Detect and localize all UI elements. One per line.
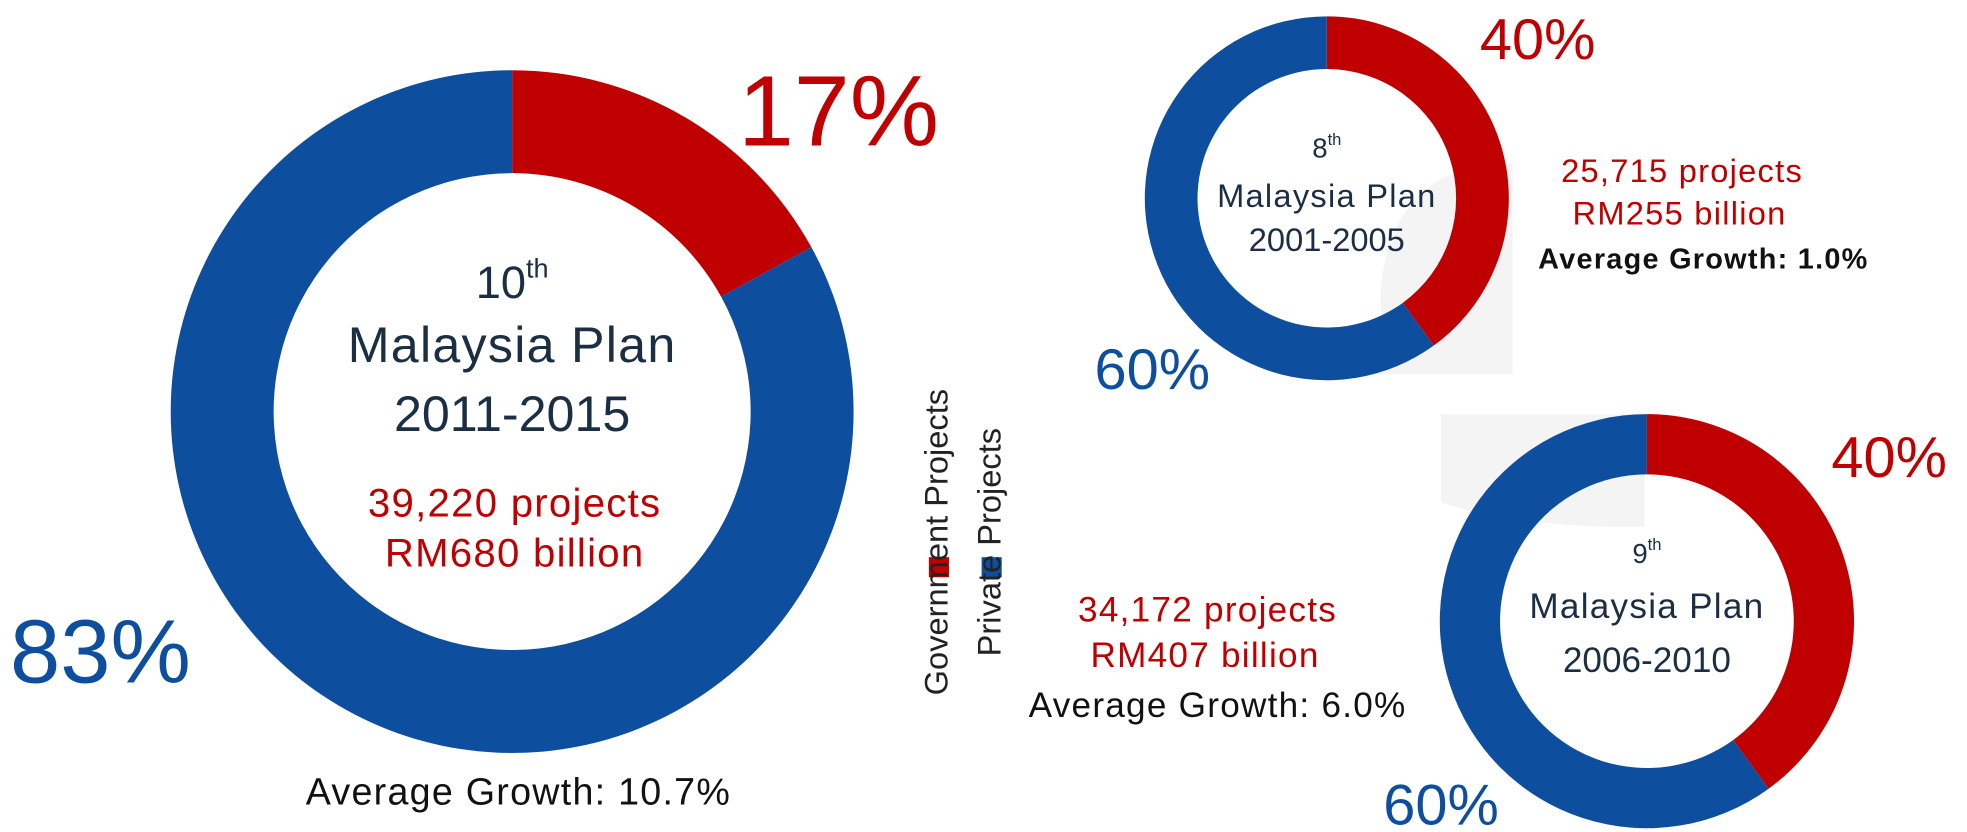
donut-segment bbox=[1646, 414, 1855, 789]
percent-label: 40% bbox=[1480, 8, 1596, 72]
legend-label: Government Projects bbox=[918, 389, 955, 695]
plan-period: 2006-2010 bbox=[1563, 641, 1731, 680]
ordinal-suffix: th bbox=[1328, 130, 1342, 149]
projects: 25,715 projects bbox=[1561, 152, 1803, 189]
percent-label: 83% bbox=[10, 602, 191, 703]
plan-ordinal: 9th bbox=[1632, 536, 1661, 570]
percent-label: 40% bbox=[1831, 426, 1947, 490]
donut-segment bbox=[512, 70, 812, 297]
projects: 34,172 projects bbox=[1078, 591, 1337, 630]
average-growth: Average Growth: 10.7% bbox=[306, 770, 731, 812]
ordinal-suffix: th bbox=[526, 252, 549, 283]
percent-label: 60% bbox=[1095, 338, 1211, 402]
donut-segment bbox=[170, 70, 854, 753]
plan-ordinal: 8th bbox=[1312, 130, 1341, 164]
donut-segment bbox=[1144, 16, 1434, 381]
investment: RM680 billion bbox=[385, 531, 645, 576]
average-growth: Average Growth: 6.0% bbox=[1029, 686, 1407, 725]
investment: RM255 billion bbox=[1573, 194, 1787, 231]
plan-period: 2001-2005 bbox=[1249, 221, 1405, 258]
legend-swatch bbox=[928, 557, 949, 578]
ordinal-suffix: th bbox=[1648, 536, 1662, 555]
ordinal-number: 10 bbox=[476, 257, 526, 308]
plan-name: Malaysia Plan bbox=[348, 317, 677, 373]
legend-swatch bbox=[981, 557, 1002, 578]
legend-label: Private Projects bbox=[970, 428, 1007, 656]
projects: 39,220 projects bbox=[368, 480, 661, 525]
donut-segment bbox=[1326, 16, 1509, 346]
average-growth: Average Growth: 1.0% bbox=[1538, 244, 1868, 276]
ordinal-number: 9 bbox=[1632, 538, 1647, 569]
percent-label: 17% bbox=[738, 56, 939, 168]
donut-segment bbox=[1439, 414, 1769, 829]
plan-name: Malaysia Plan bbox=[1217, 177, 1436, 214]
plan-ordinal: 10th bbox=[476, 252, 549, 308]
investment: RM407 billion bbox=[1090, 636, 1319, 675]
plan-period: 2011-2015 bbox=[394, 386, 630, 442]
ordinal-number: 8 bbox=[1312, 133, 1327, 164]
percent-label: 60% bbox=[1383, 774, 1499, 832]
plan-name: Malaysia Plan bbox=[1529, 587, 1764, 626]
